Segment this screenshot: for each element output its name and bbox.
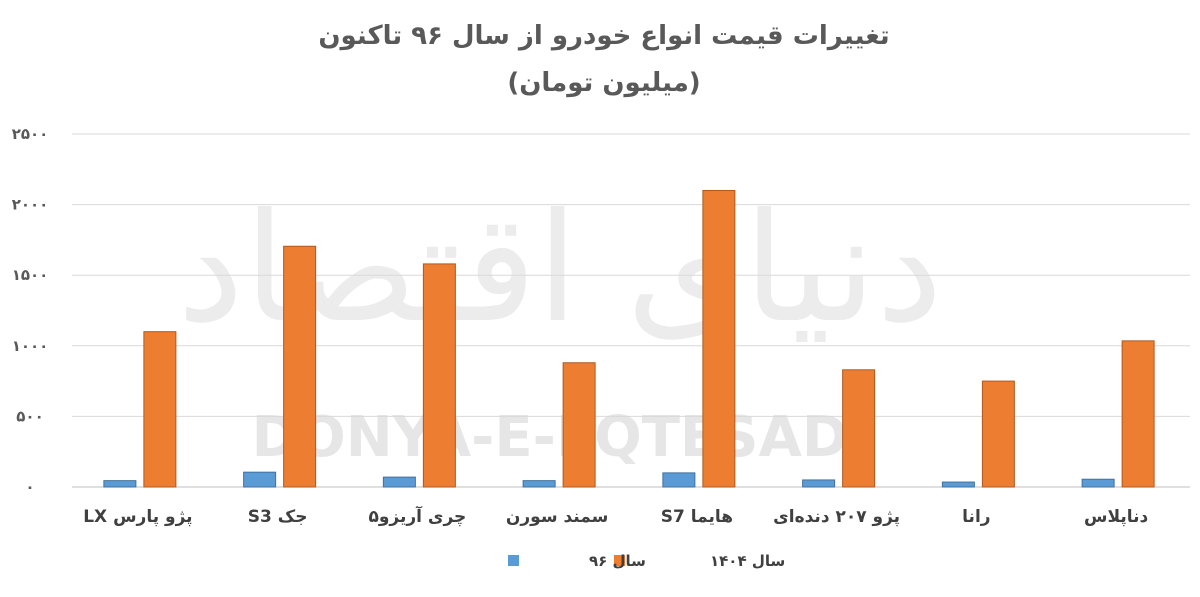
legend: سال ۱۴۰۴ سال ۹۶ bbox=[508, 552, 785, 570]
legend-label: سال ۱۴۰۴ bbox=[710, 552, 785, 570]
bar-series1 bbox=[802, 479, 836, 488]
x-category-label: پژو ۲۰۷ دنده‌ای bbox=[773, 507, 900, 527]
bar-series2 bbox=[283, 245, 317, 488]
legend-swatch bbox=[508, 555, 519, 566]
watermark-latin: DONYA-E-EQTESAD bbox=[252, 405, 849, 470]
bar-series2 bbox=[842, 369, 876, 488]
bars bbox=[103, 189, 1155, 488]
x-category-label: چری آریزو۵ bbox=[368, 505, 466, 527]
y-axis-ticks: ۰ ۵۰۰ ۱۰۰۰ ۱۵۰۰ ۲۰۰۰ ۲۵۰۰ bbox=[12, 125, 49, 496]
bar-series2 bbox=[1121, 340, 1155, 488]
y-tick-label: ۲۵۰۰ bbox=[12, 125, 49, 143]
bar-series1 bbox=[103, 480, 137, 488]
x-axis-categories: پژو پارس LX جک S3 چری آریزو۵ سمند سورن هایما… bbox=[83, 505, 1148, 527]
chart-subtitle: (میلیون تومان) bbox=[507, 68, 700, 98]
legend-swatch bbox=[614, 555, 625, 566]
bar-series1 bbox=[382, 476, 416, 488]
y-tick-label: ۵۰۰ bbox=[16, 407, 43, 425]
y-tick-label: ۱۰۰۰ bbox=[12, 337, 49, 355]
bar-series1 bbox=[1081, 478, 1115, 488]
x-category-label: سمند سورن bbox=[506, 507, 608, 527]
legend-label: سال ۹۶ bbox=[589, 552, 646, 570]
x-category-label: رانا bbox=[962, 507, 990, 527]
bar-series2 bbox=[422, 263, 456, 488]
chart-title: تغییرات قیمت انواع خودرو از سال ۹۶ تاکنو… bbox=[318, 21, 889, 51]
bar-series1 bbox=[941, 481, 975, 488]
bar-series2 bbox=[562, 362, 596, 488]
bar-series1 bbox=[522, 480, 556, 488]
x-category-label: پژو پارس LX bbox=[83, 507, 192, 527]
y-tick-label: ۱۵۰۰ bbox=[12, 266, 49, 284]
bar-series2 bbox=[702, 189, 736, 488]
bar-series2 bbox=[981, 380, 1015, 488]
x-category-label: جک S3 bbox=[248, 507, 308, 527]
bar-series1 bbox=[662, 472, 696, 488]
x-category-label: دناپلاس bbox=[1084, 507, 1149, 527]
y-tick-label: ۰ bbox=[25, 478, 34, 496]
bar-series1 bbox=[243, 471, 277, 488]
x-category-label: هایما S7 bbox=[661, 507, 733, 527]
y-tick-label: ۲۰۰۰ bbox=[12, 196, 49, 214]
bar-series2 bbox=[143, 331, 177, 488]
